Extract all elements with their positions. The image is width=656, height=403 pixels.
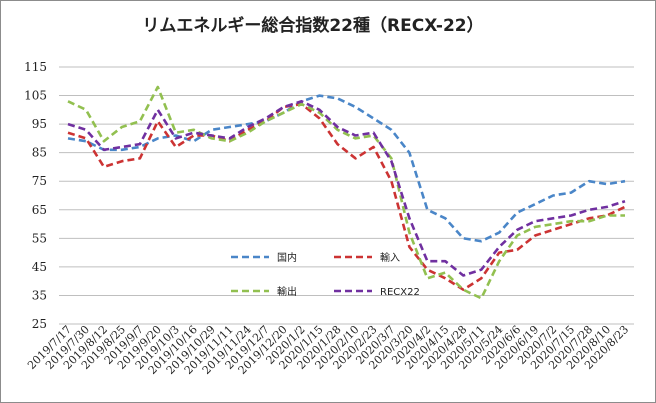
legend-label-2: 輸出: [277, 285, 297, 298]
y-tick-label: 115: [24, 60, 47, 74]
series-line-2: [67, 85, 625, 300]
y-tick-label: 105: [24, 89, 47, 103]
y-tick-label: 85: [32, 146, 47, 160]
series-line-1: [67, 102, 626, 292]
series-line-0: [67, 94, 626, 243]
y-tick-label: 75: [32, 174, 47, 188]
y-tick-label: 35: [32, 288, 47, 302]
y-tick-label: 45: [32, 260, 47, 274]
y-tick-label: 95: [32, 117, 47, 131]
legend-label-0: 国内: [277, 251, 297, 264]
y-axis-ticks: 25 35 45 55 65 75 85 95 105 115: [24, 60, 47, 331]
y-tick-label: 55: [32, 231, 47, 245]
series-line-3: [67, 100, 626, 277]
grid-lines: [59, 66, 634, 325]
legend-label-1: 輸入: [380, 251, 400, 264]
x-axis-ticks: 2019/7/172019/7/302019/8/122019/8/252019…: [25, 323, 631, 377]
y-tick-label: 65: [32, 203, 47, 217]
series-lines: [67, 85, 626, 300]
y-tick-label: 25: [32, 317, 47, 331]
legend-label-3: RECX22: [380, 287, 420, 298]
chart-title: リムエネルギー総合指数22種（RECX-22）: [142, 15, 483, 36]
